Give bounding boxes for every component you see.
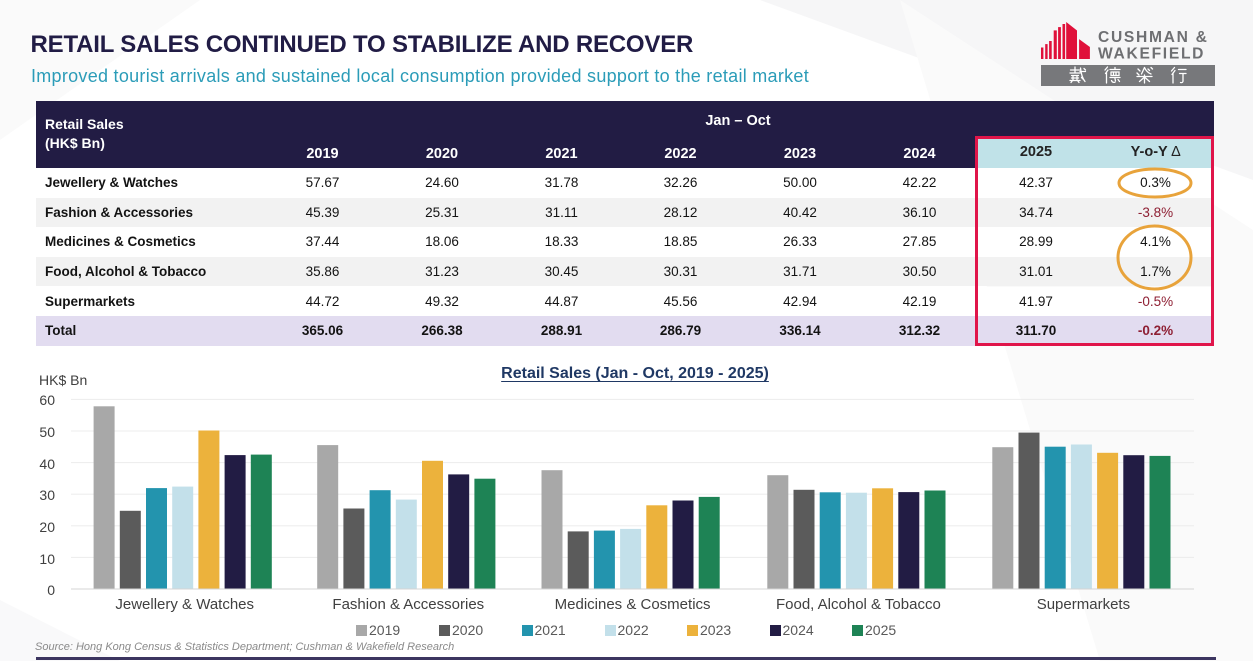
svg-text:CUSHMAN &: CUSHMAN & (1098, 29, 1209, 46)
svg-text:WAKEFIELD: WAKEFIELD (1098, 46, 1205, 63)
